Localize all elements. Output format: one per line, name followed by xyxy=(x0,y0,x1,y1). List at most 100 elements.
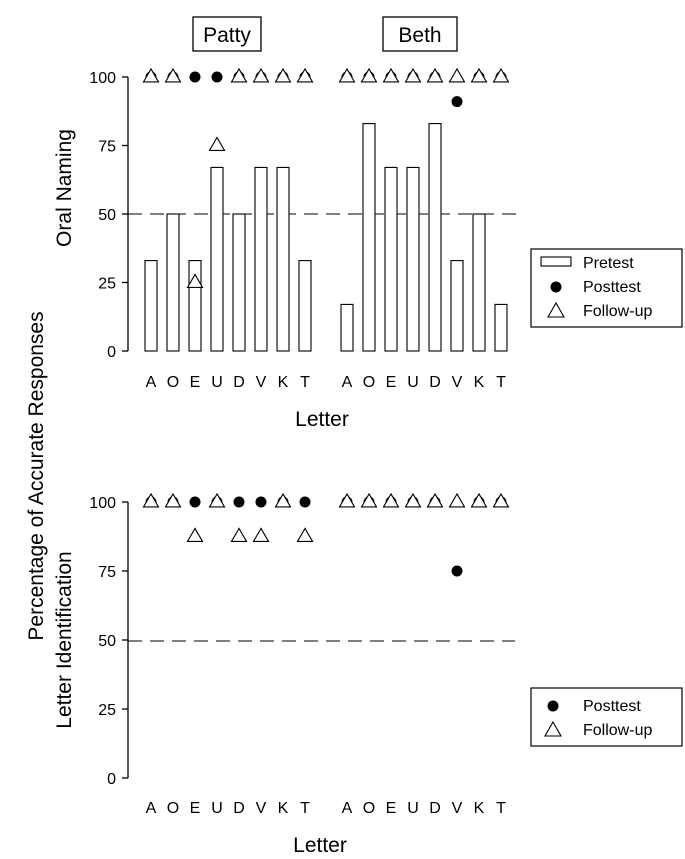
follow-up-marker-d xyxy=(230,527,248,542)
follow-up-marker-a xyxy=(338,492,356,508)
legend-label-pretest: Pretest xyxy=(583,255,634,272)
y-ticks-oral-naming: 0 25 50 75 100 xyxy=(89,70,128,361)
pretest-bar-k xyxy=(472,213,486,352)
x-tick-label-e: E xyxy=(386,800,397,817)
panel-label-oral-naming: Oral Naming xyxy=(53,129,76,247)
posttest-marker-e xyxy=(189,71,201,83)
x-tick-label-a: A xyxy=(342,374,353,391)
y-tick-label-0: 0 xyxy=(107,771,116,788)
group-box-beth xyxy=(382,16,458,52)
pretest-bar-v xyxy=(450,260,464,352)
posttest-marker-u xyxy=(211,71,223,83)
x-tick-label-v: V xyxy=(256,800,267,817)
x-tick-label-o: O xyxy=(167,374,179,391)
follow-up-marker-t xyxy=(492,67,510,83)
follow-up-markers-letter-identification xyxy=(142,492,510,542)
follow-up-marker-u xyxy=(208,492,226,508)
follow-up-marker-a xyxy=(338,67,356,83)
x-tick-label-a: A xyxy=(146,800,157,817)
y-tick-label-100: 100 xyxy=(89,495,116,512)
x-tick-label-u: U xyxy=(407,374,419,391)
y-tick-label-75: 75 xyxy=(98,564,116,581)
x-tick-label-v: V xyxy=(452,374,463,391)
x-tick-label-k: K xyxy=(278,374,289,391)
posttest-marker-d xyxy=(233,496,245,508)
follow-up-marker-t xyxy=(296,527,314,542)
x-tick-label-u: U xyxy=(407,800,419,817)
follow-up-marker-d xyxy=(230,67,248,83)
x-tick-label-d: D xyxy=(429,374,441,391)
pretest-bar-d xyxy=(428,123,442,352)
pretest-bar-v xyxy=(254,166,268,352)
pretest-bar-u xyxy=(406,166,420,352)
legend-marker-follow-up xyxy=(547,301,565,318)
legend-label-posttest: Posttest xyxy=(583,279,641,296)
legend-marker-follow-up-2 xyxy=(544,720,562,737)
x-tick-label-o: O xyxy=(363,374,375,391)
legend-marker-posttest xyxy=(550,281,562,293)
follow-up-marker-o xyxy=(164,492,182,508)
follow-up-marker-e xyxy=(186,527,204,542)
follow-up-marker-v xyxy=(448,67,466,83)
pretest-bar-k xyxy=(276,166,290,352)
follow-up-marker-u xyxy=(404,67,422,83)
pretest-bar-e xyxy=(384,166,398,352)
posttest-marker-v xyxy=(255,496,267,508)
legend-swatch-pretest xyxy=(540,256,572,267)
follow-up-marker-k xyxy=(274,67,292,83)
group-box-patty xyxy=(192,16,262,52)
legend-oral-naming: Pretest Posttest Follow-up xyxy=(530,248,683,328)
x-tick-label-o: O xyxy=(167,800,179,817)
x-tick-label-d: D xyxy=(233,800,245,817)
x-tick-label-t: T xyxy=(496,374,506,391)
follow-up-marker-k xyxy=(470,67,488,83)
y-tick-label-100: 100 xyxy=(89,70,116,87)
x-tick-label-e: E xyxy=(190,374,201,391)
pretest-bar-t xyxy=(494,303,508,352)
follow-up-marker-o xyxy=(164,67,182,83)
x-tick-label-k: K xyxy=(278,800,289,817)
follow-up-marker-v xyxy=(252,527,270,542)
y-tick-label-50: 50 xyxy=(98,207,116,224)
follow-up-marker-k xyxy=(470,492,488,508)
x-tick-label-d: D xyxy=(429,800,441,817)
x-tick-label-k: K xyxy=(474,800,485,817)
x-axis-label-oral-naming: Letter xyxy=(295,408,349,431)
follow-up-marker-v xyxy=(252,67,270,83)
follow-up-markers-oral-naming xyxy=(142,67,510,288)
x-tick-label-e: E xyxy=(386,374,397,391)
follow-up-marker-t xyxy=(492,492,510,508)
pretest-bar-t xyxy=(298,260,312,352)
pretest-bar-u xyxy=(210,166,224,352)
follow-up-marker-a xyxy=(142,67,160,83)
group-label-beth: Beth xyxy=(398,24,441,47)
x-tick-label-t: T xyxy=(496,800,506,817)
y-axis-title: Percentage of Accurate Responses xyxy=(25,311,48,640)
pretest-bar-a xyxy=(340,303,354,352)
follow-up-marker-d xyxy=(426,67,444,83)
legend-marker-posttest-2 xyxy=(547,700,559,712)
follow-up-marker-u xyxy=(404,492,422,508)
y-tick-label-50: 50 xyxy=(98,633,116,650)
group-label-patty: Patty xyxy=(203,24,251,47)
pretest-bar-o xyxy=(362,123,376,352)
legend-label-follow-up-2: Follow-up xyxy=(583,722,652,739)
posttest-marker-v xyxy=(451,96,463,108)
x-tick-label-u: U xyxy=(211,374,223,391)
x-tick-label-k: K xyxy=(474,374,485,391)
follow-up-marker-d xyxy=(426,492,444,508)
follow-up-marker-u xyxy=(208,136,226,151)
follow-up-marker-e xyxy=(382,67,400,83)
follow-up-marker-t xyxy=(296,67,314,83)
follow-up-marker-o xyxy=(360,67,378,83)
x-tick-label-v: V xyxy=(256,374,267,391)
pretest-bar-a xyxy=(144,260,158,352)
panel-label-letter-identification: Letter Identification xyxy=(53,551,76,728)
x-tick-label-e: E xyxy=(190,800,201,817)
x-tick-label-a: A xyxy=(146,374,157,391)
posttest-marker-v xyxy=(451,565,463,577)
